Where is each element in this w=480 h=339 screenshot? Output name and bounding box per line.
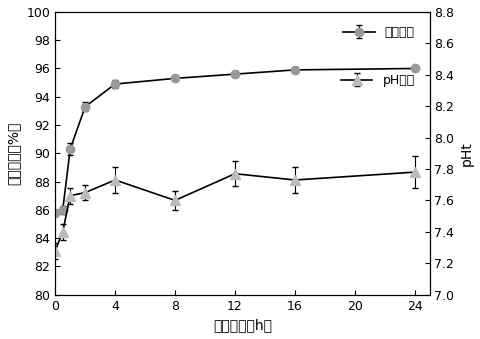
Y-axis label: 铀去除率（%）: 铀去除率（%）: [7, 122, 21, 185]
Legend: pH变化: pH变化: [336, 69, 419, 92]
Y-axis label: pHt: pHt: [459, 141, 473, 166]
X-axis label: 反应时间（h）: 反应时间（h）: [213, 318, 271, 332]
